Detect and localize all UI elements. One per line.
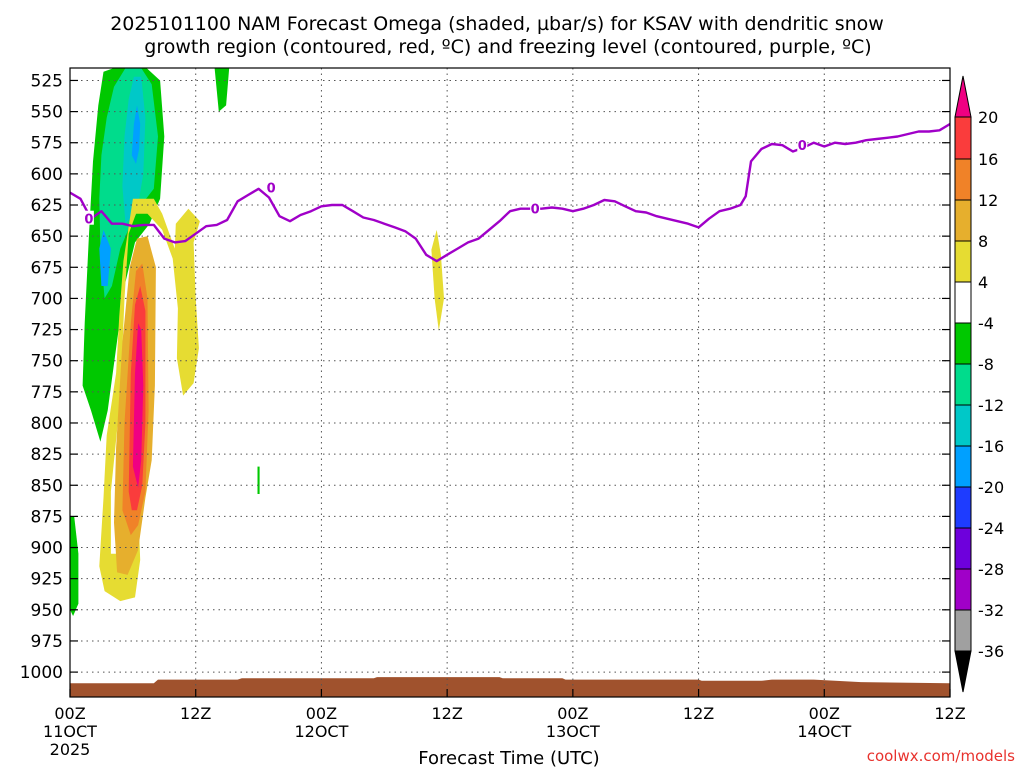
omega-region-green-dot — [257, 466, 260, 494]
colorbar-label: 20 — [978, 108, 998, 127]
colorbar-swatch — [954, 363, 972, 406]
terrain-fill — [70, 677, 950, 697]
colorbar-label: 8 — [978, 232, 988, 251]
colorbar-swatch — [954, 116, 972, 160]
x-tick-label: 00Z — [306, 704, 337, 723]
freezing-level-label: 0 — [531, 203, 540, 218]
colorbar-label: -12 — [978, 396, 1004, 415]
y-tick-label: 775 — [31, 383, 63, 403]
freezing-label-bg — [530, 200, 541, 215]
y-tick-label: 525 — [31, 71, 63, 91]
colorbar-label: -36 — [978, 642, 1004, 661]
omega-shading — [70, 68, 444, 616]
colorbar-swatch — [954, 322, 972, 365]
x-tick-label: 12Z — [180, 704, 211, 723]
colorbar-label: -4 — [978, 314, 994, 333]
colorbar-label: 4 — [978, 273, 988, 292]
x-axis-label: Forecast Time (UTC) — [418, 748, 599, 768]
y-tick-label: 900 — [31, 539, 63, 559]
colorbar-swatch — [954, 404, 972, 447]
colorbar-label: 16 — [978, 150, 998, 169]
y-tick-label: 925 — [31, 570, 63, 590]
y-tick-label: 1000 — [20, 663, 63, 683]
freezing-level-contour: 0 0 0 0 — [70, 122, 950, 263]
colorbar-swatch — [954, 527, 972, 570]
colorbar-swatch — [954, 609, 972, 652]
colorbar-swatch — [954, 240, 972, 283]
y-tick-label: 750 — [31, 352, 63, 372]
colorbar-label: -24 — [978, 519, 1004, 538]
y-tick-label: 950 — [31, 601, 63, 621]
x-tick-label: 12OCT — [294, 722, 348, 741]
x-tick-label: 12Z — [431, 704, 462, 723]
freezing-level-label: 0 — [84, 213, 93, 228]
x-tick-label: 11OCT — [43, 722, 97, 741]
omega-region-magenta — [132, 323, 144, 488]
colorbar-bottom-arrow — [954, 650, 972, 693]
colorbar-label: 12 — [978, 191, 998, 210]
y-tick-label: 625 — [31, 196, 63, 216]
y-tick-label: 725 — [31, 321, 63, 341]
chart-title-line-1: 2025101100 NAM Forecast Omega (shaded, µ… — [110, 13, 884, 35]
gridlines — [69, 68, 951, 697]
freezing-level-label: 0 — [798, 139, 807, 154]
terrain-surface — [70, 677, 950, 697]
y-tick-label: 675 — [31, 258, 63, 278]
x-tick-label: 13OCT — [546, 722, 600, 741]
colorbar-swatch — [954, 158, 972, 201]
y-tick-label: 850 — [31, 476, 63, 496]
credit-text: coolwx.com/models — [867, 747, 1015, 765]
x-tick-label: 12Z — [683, 704, 714, 723]
freezing-label-bg — [83, 210, 94, 225]
y-tick-label: 875 — [31, 507, 63, 527]
colorbar-label: -8 — [978, 355, 994, 374]
colorbar-label: -20 — [978, 478, 1004, 497]
x-tick-label: 2025 — [50, 740, 91, 759]
colorbar-swatch — [954, 199, 972, 242]
colorbar: 20 16 12 8 4 -4 -8 -12 -16 -20 -24 -28 -32 -36 — [954, 75, 1004, 693]
omega-region-green-small — [214, 68, 230, 112]
y-tick-label: 975 — [31, 632, 63, 652]
colorbar-label: -28 — [978, 560, 1004, 579]
colorbar-label: -16 — [978, 437, 1004, 456]
y-tick-label: 800 — [31, 414, 63, 434]
colorbar-swatch — [954, 568, 972, 611]
y-tick-label: 825 — [31, 445, 63, 465]
chart-title-line-2: growth region (contoured, red, ºC) and f… — [144, 36, 871, 58]
x-tick-label: 00Z — [557, 704, 588, 723]
x-tick-label: 12Z — [934, 704, 965, 723]
y-tick-label: 575 — [31, 134, 63, 154]
y-axis: 525 550 575 600 625 650 675 700 725 750 775 800 825 8… — [20, 71, 950, 683]
x-tick-label: 00Z — [809, 704, 840, 723]
colorbar-label: -32 — [978, 601, 1004, 620]
colorbar-swatch — [954, 445, 972, 488]
y-tick-label: 600 — [31, 165, 63, 185]
y-tick-label: 700 — [31, 289, 63, 309]
colorbar-swatch — [954, 486, 972, 529]
freezing-label-bg — [797, 137, 808, 152]
plot-frame — [69, 67, 951, 698]
y-tick-label: 650 — [31, 227, 63, 247]
freezing-level-label: 0 — [267, 182, 276, 197]
x-tick-label: 00Z — [54, 704, 85, 723]
freezing-label-bg — [266, 179, 277, 194]
omega-region-yellow-mid — [431, 229, 444, 331]
omega-region-green-low — [70, 516, 79, 616]
x-tick-label: 14OCT — [797, 722, 851, 741]
y-tick-label: 550 — [31, 103, 63, 123]
omega-region-blue-low — [99, 229, 111, 286]
omega-region-blue — [131, 105, 141, 164]
colorbar-swatch — [954, 281, 972, 324]
